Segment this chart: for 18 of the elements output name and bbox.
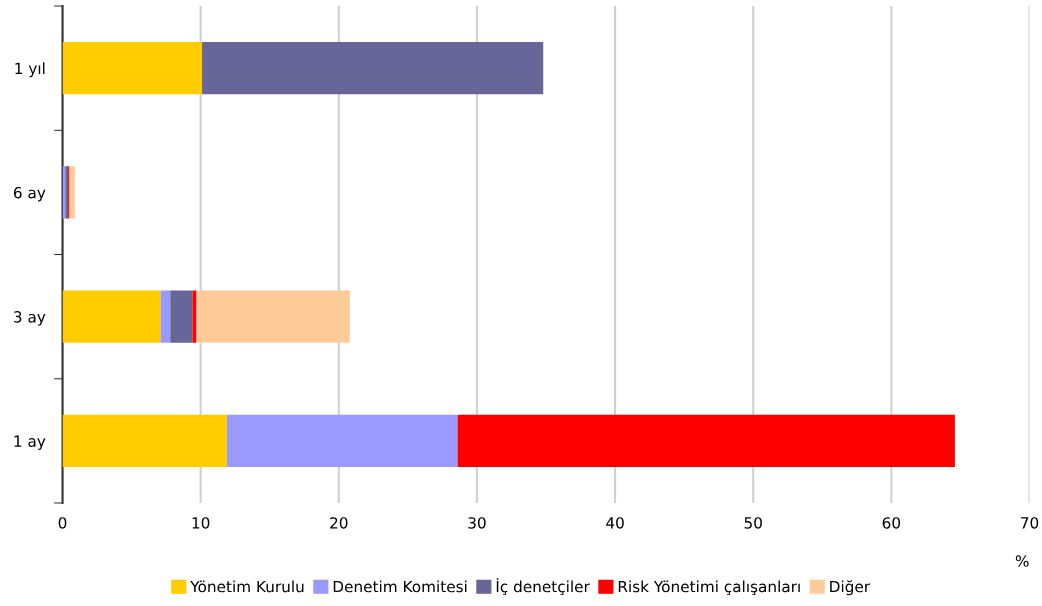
x-tick-label: 0	[58, 517, 67, 529]
legend-label: Yönetim Kurulu	[190, 580, 304, 593]
legend-label: Denetim Komitesi	[333, 580, 467, 593]
x-tick-label: 70	[1021, 517, 1039, 529]
x-axis-title: %	[1015, 555, 1029, 567]
y-tick-label: 6 ay	[13, 186, 46, 202]
x-tick-label: 50	[744, 517, 762, 529]
x-tick-label: 40	[606, 517, 624, 529]
x-tick-label: 20	[330, 517, 348, 529]
y-tick-label: 1 ay	[14, 435, 46, 450]
x-tick-label: 10	[192, 517, 210, 529]
legend-label: Diğer	[830, 580, 871, 596]
legend-label: İç denetçiler	[496, 578, 590, 596]
y-tick-label: 3 ay	[14, 311, 46, 326]
x-tick-label: 60	[882, 517, 901, 529]
legend-label: Risk Yönetimi çalışanları	[618, 580, 800, 596]
y-tick-label: 1 yıl	[15, 62, 45, 78]
x-tick-label: 30	[468, 517, 486, 529]
